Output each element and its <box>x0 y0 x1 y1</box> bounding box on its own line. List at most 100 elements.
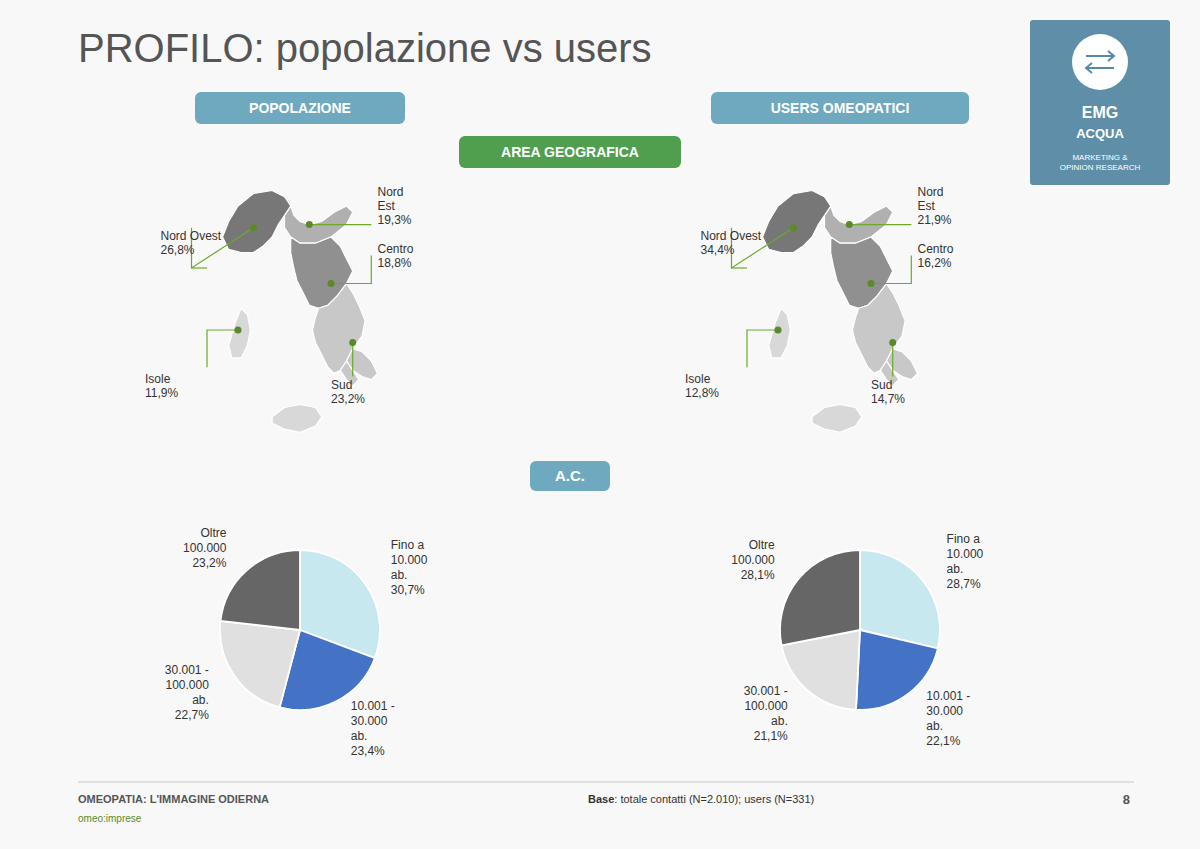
data-label-line: 23,2% <box>192 556 226 570</box>
footer-rule <box>78 782 1134 783</box>
leader-line <box>892 342 893 376</box>
data-label-line: 30.001 - <box>165 663 209 677</box>
logo-text: EMG <box>1082 104 1118 121</box>
data-label-line: ab. <box>391 568 408 582</box>
data-label-line: 22,1% <box>926 734 960 748</box>
data-label-line: 10.000 <box>947 547 984 561</box>
header-box: POPOLAZIONE <box>195 92 405 124</box>
data-label-line: Nord <box>918 185 944 199</box>
data-label: Sud14,7% <box>871 378 905 406</box>
data-label: NordEst21,9% <box>918 185 952 227</box>
logo-arrows <box>1086 51 1114 73</box>
map-regions <box>223 191 378 433</box>
footer-text: OMEOPATIA: L'IMMAGINE ODIERNA <box>78 793 269 805</box>
data-label-line: 23,2% <box>331 392 365 406</box>
map-region <box>769 308 791 358</box>
map-leaders <box>732 221 912 376</box>
data-label-line: Nord <box>378 185 404 199</box>
map-dot <box>846 221 853 228</box>
data-label-line: ab. <box>947 562 964 576</box>
data-label-line: 21,9% <box>918 213 952 227</box>
leader-line <box>207 330 238 367</box>
header-text: AREA GEOGRAFICA <box>501 144 639 160</box>
pie-labels: Fino a10.000ab.28,7%10.001 -30.000ab.22,… <box>731 532 983 748</box>
data-label-line: 14,7% <box>871 392 905 406</box>
map-dot <box>250 224 257 231</box>
data-label: Centro18,8% <box>378 242 414 270</box>
logo-circle <box>1072 34 1128 90</box>
data-label-line: Fino a <box>391 538 425 552</box>
logo-text: MARKETING &OPINION RESEARCH <box>1060 153 1141 172</box>
header-box: USERS OMEOPATICI <box>711 92 969 124</box>
data-label-line: ab. <box>351 729 368 743</box>
map: NordEst21,9%Centro16,2%Nord Ovest34,4%Su… <box>685 185 954 432</box>
map-leaders <box>192 221 372 376</box>
map-labels: NordEst19,3%Centro18,8%Nord Ovest26,8%Su… <box>145 185 414 406</box>
data-label: 30.001 -100.000ab.22,7% <box>165 663 209 722</box>
data-label-line: Sud <box>331 378 352 392</box>
header-bg <box>195 92 405 124</box>
map-dot <box>868 280 875 287</box>
data-label-line: 18,8% <box>378 256 412 270</box>
header-text: A.C. <box>555 467 585 484</box>
leader-line <box>747 330 778 367</box>
header-bg <box>530 461 610 491</box>
data-label-line: Est <box>378 199 396 213</box>
header-box: AREA GEOGRAFICA <box>459 136 681 168</box>
map-region <box>825 197 893 244</box>
data-label-line: 23,4% <box>351 744 385 758</box>
leader-line <box>192 267 208 268</box>
map-labels: NordEst21,9%Centro16,2%Nord Ovest34,4%Su… <box>685 185 954 406</box>
pie-labels: Fino a10.000ab.30,7%10.001 -30.000ab.23,… <box>165 526 428 758</box>
map-region <box>763 191 831 253</box>
data-label-line: ab. <box>192 693 209 707</box>
data-label: Sud23,2% <box>331 378 365 406</box>
leader-line <box>732 267 748 268</box>
map-dot <box>349 339 356 346</box>
pie: Fino a10.000ab.28,7%10.001 -30.000ab.22,… <box>731 532 983 748</box>
data-label-line: Fino a <box>947 532 981 546</box>
leader-line <box>871 256 911 284</box>
leader-line <box>849 224 911 225</box>
data-label-line: ab. <box>771 714 788 728</box>
data-label-line: 100.000 <box>165 678 209 692</box>
data-label-line: 30.000 <box>351 714 388 728</box>
map: NordEst19,3%Centro18,8%Nord Ovest26,8%Su… <box>145 185 414 432</box>
header-text: USERS OMEOPATICI <box>771 100 910 116</box>
data-label-line: 10.001 - <box>926 689 970 703</box>
data-label: 10.001 -30.000ab.23,4% <box>351 699 395 758</box>
header-text: POPOLAZIONE <box>249 100 351 116</box>
map-dot <box>306 221 313 228</box>
data-label-line: 28,7% <box>947 577 981 591</box>
data-label-line: Est <box>918 199 936 213</box>
data-label: Isole11,9% <box>145 372 178 400</box>
header-box: A.C. <box>530 461 610 491</box>
header-bg <box>711 92 969 124</box>
leader-line <box>331 256 371 284</box>
data-label-line: 12,8% <box>685 386 719 400</box>
map-region <box>285 197 353 244</box>
data-label-line: 10.001 - <box>351 699 395 713</box>
page: PROFILO: popolazione vs usersEMGACQUAMAR… <box>0 0 1200 849</box>
data-label-line: Isole <box>145 372 171 386</box>
data-label-line: Oltre <box>200 526 226 540</box>
leader-line <box>352 342 353 376</box>
data-label-line: 30,7% <box>391 583 425 597</box>
data-label-line: ab. <box>926 719 943 733</box>
logo-text-line: MARKETING & <box>1072 153 1128 162</box>
map-region <box>272 404 322 432</box>
logo-text-line: OPINION RESEARCH <box>1060 163 1141 172</box>
footer-text-normal: : totale contatti (N=2.010); users (N=33… <box>614 793 814 805</box>
pie-slices <box>220 550 380 710</box>
data-label-line: 30.001 - <box>744 684 788 698</box>
data-label-line: 34,4% <box>701 243 735 257</box>
data-label-line: 19,3% <box>378 213 412 227</box>
data-label: Centro16,2% <box>918 242 954 270</box>
logo-box <box>1030 20 1170 185</box>
map-region <box>223 191 291 253</box>
map-dot <box>775 327 782 334</box>
map-dot <box>235 327 242 334</box>
title: PROFILO: popolazione vs users <box>78 26 652 70</box>
footer-text-bold: Base <box>588 793 614 805</box>
data-label: Oltre100.00028,1% <box>731 538 775 582</box>
